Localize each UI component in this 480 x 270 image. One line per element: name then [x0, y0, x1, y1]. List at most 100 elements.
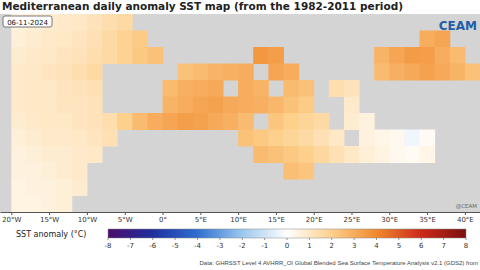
- sst-cell: [314, 113, 330, 130]
- sst-cell: [268, 130, 284, 147]
- sst-cell: [57, 80, 73, 97]
- x-tick-label: 5°E: [195, 216, 207, 224]
- sst-cell: [117, 47, 133, 64]
- sst-cell: [147, 113, 163, 130]
- x-tick-mark: [49, 212, 50, 215]
- sst-cell: [283, 146, 299, 163]
- sst-cell: [57, 146, 73, 163]
- sst-cell: [72, 130, 88, 147]
- x-tick-label: 25°E: [344, 216, 361, 224]
- x-tick-label: 20°W: [2, 216, 21, 224]
- sst-cell: [57, 130, 73, 147]
- sst-cell: [26, 47, 42, 64]
- sst-cell: [87, 146, 103, 163]
- sst-cell: [87, 47, 103, 64]
- sst-cell: [359, 130, 375, 147]
- sst-cell: [344, 113, 360, 130]
- sst-cell: [72, 31, 88, 48]
- x-tick-label: 20°E: [306, 216, 323, 224]
- x-tick-label: 15°E: [268, 216, 285, 224]
- sst-cell: [268, 47, 284, 64]
- sst-cell: [208, 64, 224, 81]
- sst-cell: [344, 97, 360, 114]
- colorbar-tick-label: 8: [464, 242, 468, 250]
- sst-cell: [72, 113, 88, 130]
- sst-cell: [329, 130, 345, 147]
- colorbar-tick-label: -8: [105, 242, 112, 250]
- sst-cell: [344, 146, 360, 163]
- x-tick-label: 10°W: [78, 216, 97, 224]
- x-tick-mark: [238, 212, 239, 215]
- colorbar-tick-label: 6: [419, 242, 424, 250]
- sst-cell: [11, 64, 27, 81]
- x-tick: 30°E: [381, 212, 398, 224]
- sst-cell: [42, 80, 58, 97]
- sst-cell: [11, 163, 27, 180]
- sst-cell: [42, 179, 58, 196]
- sst-cell: [11, 47, 27, 64]
- sst-cell: [404, 146, 420, 163]
- credit: @CEAM: [456, 203, 478, 209]
- sst-cell: [359, 113, 375, 130]
- sst-cell: [87, 64, 103, 81]
- sst-cell: [238, 130, 254, 147]
- sst-cell: [178, 64, 194, 81]
- sst-cell: [42, 97, 58, 114]
- colorbar-label: SST anomaly (°C): [16, 230, 86, 239]
- x-tick-mark: [125, 212, 126, 215]
- sea-cells: [11, 14, 480, 212]
- sst-cell: [299, 146, 315, 163]
- sst-cell: [420, 64, 436, 81]
- colorbar-tick: [197, 238, 198, 240]
- sst-cell: [404, 64, 420, 81]
- sst-cell: [374, 130, 390, 147]
- sst-cell: [42, 113, 58, 130]
- land: [0, 14, 480, 212]
- x-tick: 15°W: [40, 212, 59, 224]
- sst-cell: [268, 146, 284, 163]
- sst-cell: [132, 47, 148, 64]
- colorbar-tick-label: -5: [172, 242, 179, 250]
- colorbar-tick: [354, 238, 355, 240]
- sst-cell: [420, 47, 436, 64]
- colorbar-tick-label: 2: [330, 242, 334, 250]
- sst-cell: [26, 196, 42, 213]
- sst-cell: [26, 163, 42, 180]
- sst-cell: [208, 80, 224, 97]
- sst-cell: [435, 31, 451, 48]
- x-tick-mark: [163, 212, 164, 215]
- x-tick-label: 5°W: [118, 216, 133, 224]
- x-tick-mark: [351, 212, 352, 215]
- x-tick-label: 0°: [159, 216, 167, 224]
- sst-cell: [299, 163, 315, 180]
- sst-cell: [283, 113, 299, 130]
- sst-cell: [389, 47, 405, 64]
- x-tick: 10°W: [78, 212, 97, 224]
- colorbar-tick-label: -7: [127, 242, 134, 250]
- colorbar-tick-label: 7: [441, 242, 445, 250]
- sst-cell: [253, 130, 269, 147]
- sst-cell: [42, 163, 58, 180]
- colorbar-tick: [466, 238, 467, 240]
- sst-cell: [359, 146, 375, 163]
- colorbar-tick-label: -2: [239, 242, 246, 250]
- sst-cell: [87, 130, 103, 147]
- colorbar-tick: [108, 238, 109, 240]
- sst-cell: [11, 146, 27, 163]
- date-box: [3, 16, 52, 27]
- sst-cell: [299, 80, 315, 97]
- colorbar-tick: [331, 238, 332, 240]
- colorbar-tick-label: 4: [374, 242, 379, 250]
- sst-cell: [283, 97, 299, 114]
- colorbar-tick-label: -4: [194, 242, 202, 250]
- sst-cell: [163, 80, 179, 97]
- sst-cell: [283, 163, 299, 180]
- sst-cell: [132, 31, 148, 48]
- colorbar-tick: [175, 238, 176, 240]
- sst-cell: [299, 113, 315, 130]
- sst-cell: [329, 146, 345, 163]
- colorbar-tick-label: 0: [285, 242, 289, 250]
- sst-cell: [238, 64, 254, 81]
- sst-cell: [72, 47, 88, 64]
- x-tick: 35°E: [419, 212, 436, 224]
